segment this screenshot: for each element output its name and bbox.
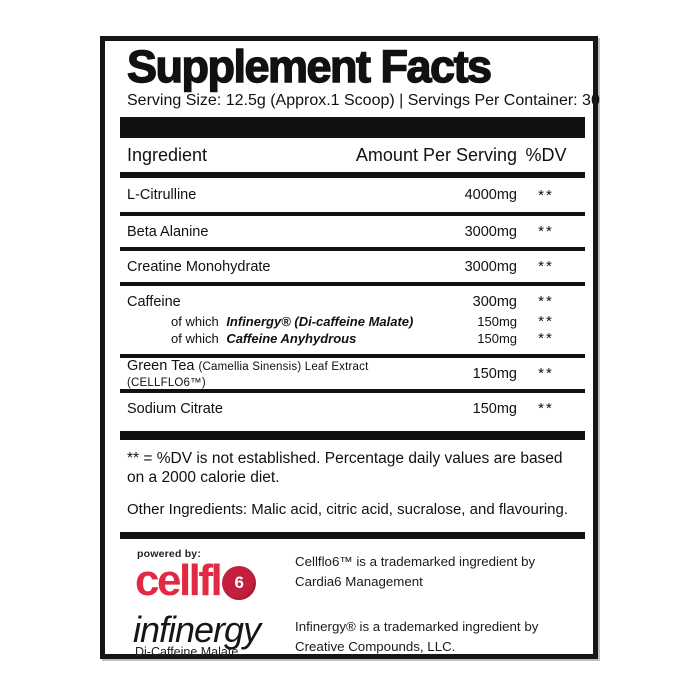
row-dv: ** [538,400,554,417]
row-amount: 150mg [472,400,517,417]
row-amount: 3000mg [464,258,517,275]
label-box: Supplement Facts Serving Size: 12.5g (Ap… [100,36,600,659]
cellflo-six-badge-icon: 6 [222,566,257,600]
other-ingredients: Other Ingredients: Malic acid, citric ac… [127,501,569,518]
branding-section: powered by: cellfl 6 infinergy Di-Caffei… [127,548,575,659]
infinergy-note-line1: Infinergy® is a trademarked ingredient b… [295,619,539,634]
row-name: Sodium Citrate [127,400,223,417]
cellflo-badge-number: 6 [234,573,245,592]
dv-col-header: %DV [525,144,567,165]
dv-footnote: ** = %DV is not established. Percentage … [127,450,563,486]
row-amount: 300mg [472,293,517,310]
cellflo-logo: cellfl 6 [135,556,295,605]
infinergy-tagline: Di-Caffeine Malate [135,645,239,659]
row-dv: ** [538,258,554,275]
caffeine-sub-row-infinergy: of which Infinergy® (Di-caffeine Malate)… [127,313,575,330]
table-row-creatine-monohydrate: Creatine Monohydrate 3000mg ** [105,251,593,282]
brand-logos: powered by: cellfl 6 infinergy Di-Caffei… [127,548,295,659]
table-row-sodium-citrate: Sodium Citrate 150mg ** [105,393,593,424]
row-dv: ** [538,293,554,310]
row-amount: 3000mg [464,223,517,240]
table-row-l-citrulline: L-Citrulline 4000mg ** [105,178,593,212]
sub-row-ingredient: Infinergy® (Di-caffeine Malate) [226,314,414,329]
table-row-beta-alanine: Beta Alanine 3000mg ** [105,216,593,247]
infinergy-note-line2: Creative Compounds, LLC. [295,639,456,654]
cellflo-wordmark: cellfl [135,556,223,605]
row-amount: 150mg [472,365,517,382]
row-name: L-Citrulline [127,187,197,203]
row-amount: 4000mg [464,187,517,203]
infinergy-trademark-note: Infinergy® is a trademarked ingredient b… [295,617,575,657]
table-bottom-bar [120,431,585,440]
sub-row-prefix: of which [171,331,223,346]
caffeine-sub-row-anhydrous: of which Caffeine Anyhydrous 150mg ** [127,330,575,347]
cellflo-note-line2: Cardia6 Management [295,574,423,589]
table-row-caffeine: Caffeine 300mg ** [127,290,575,313]
row-dv: ** [538,223,554,240]
sub-row-name: of which Infinergy® (Di-caffeine Malate) [127,314,433,329]
row-separator [120,282,585,286]
powered-by-label: powered by: [137,548,202,560]
row-name: Green Tea (Camellia Sinensis) Leaf Extra… [127,358,433,390]
amount-col-header: Amount Per Serving [355,144,517,165]
ingredient-col-header: Ingredient [127,144,208,165]
table-row-caffeine-group: Caffeine 300mg ** of which Infinergy® (D… [105,286,593,354]
infinergy-wordmark: infinergy [133,609,261,650]
row-dv: ** [538,330,554,347]
row-name-detail: (Camellia Sinensis) Leaf Extract (CELLFL… [127,360,369,389]
sub-row-prefix: of which [171,314,223,329]
row-name-main: Green Tea [127,357,195,374]
row-separator [120,354,585,358]
row-name: Caffeine [127,293,181,310]
sub-row-name: of which Caffeine Anyhydrous [127,331,433,346]
cellflo-note-line1: Cellflo6™ is a trademarked ingredient by [295,554,536,569]
column-header-separator [120,172,585,178]
table-row-green-tea: Green Tea (Camellia Sinensis) Leaf Extra… [105,358,593,389]
column-header-row: Ingredient Amount Per Serving %DV [127,143,575,167]
row-dv: ** [538,186,554,204]
label-title: Supplement Facts [126,41,492,92]
row-dv: ** [538,365,554,382]
row-name: Beta Alanine [127,223,209,240]
infinergy-logo: infinergy Di-Caffeine Malate [133,609,295,660]
row-dv: ** [538,313,554,330]
trademark-notes: Cellflo6™ is a trademarked ingredient by… [295,548,575,659]
row-amount: 150mg [477,331,517,346]
header-divider-bar [120,117,585,138]
row-separator [120,389,585,393]
footnote-bottom-bar [120,532,585,539]
cellflo-trademark-note: Cellflo6™ is a trademarked ingredient by… [295,552,575,592]
row-separator [120,247,585,251]
sub-row-ingredient: Caffeine Anyhydrous [226,331,357,346]
row-amount: 150mg [477,314,517,329]
row-separator [120,212,585,216]
serving-info: Serving Size: 12.5g (Approx.1 Scoop) | S… [127,92,600,109]
row-name: Creatine Monohydrate [127,258,271,275]
